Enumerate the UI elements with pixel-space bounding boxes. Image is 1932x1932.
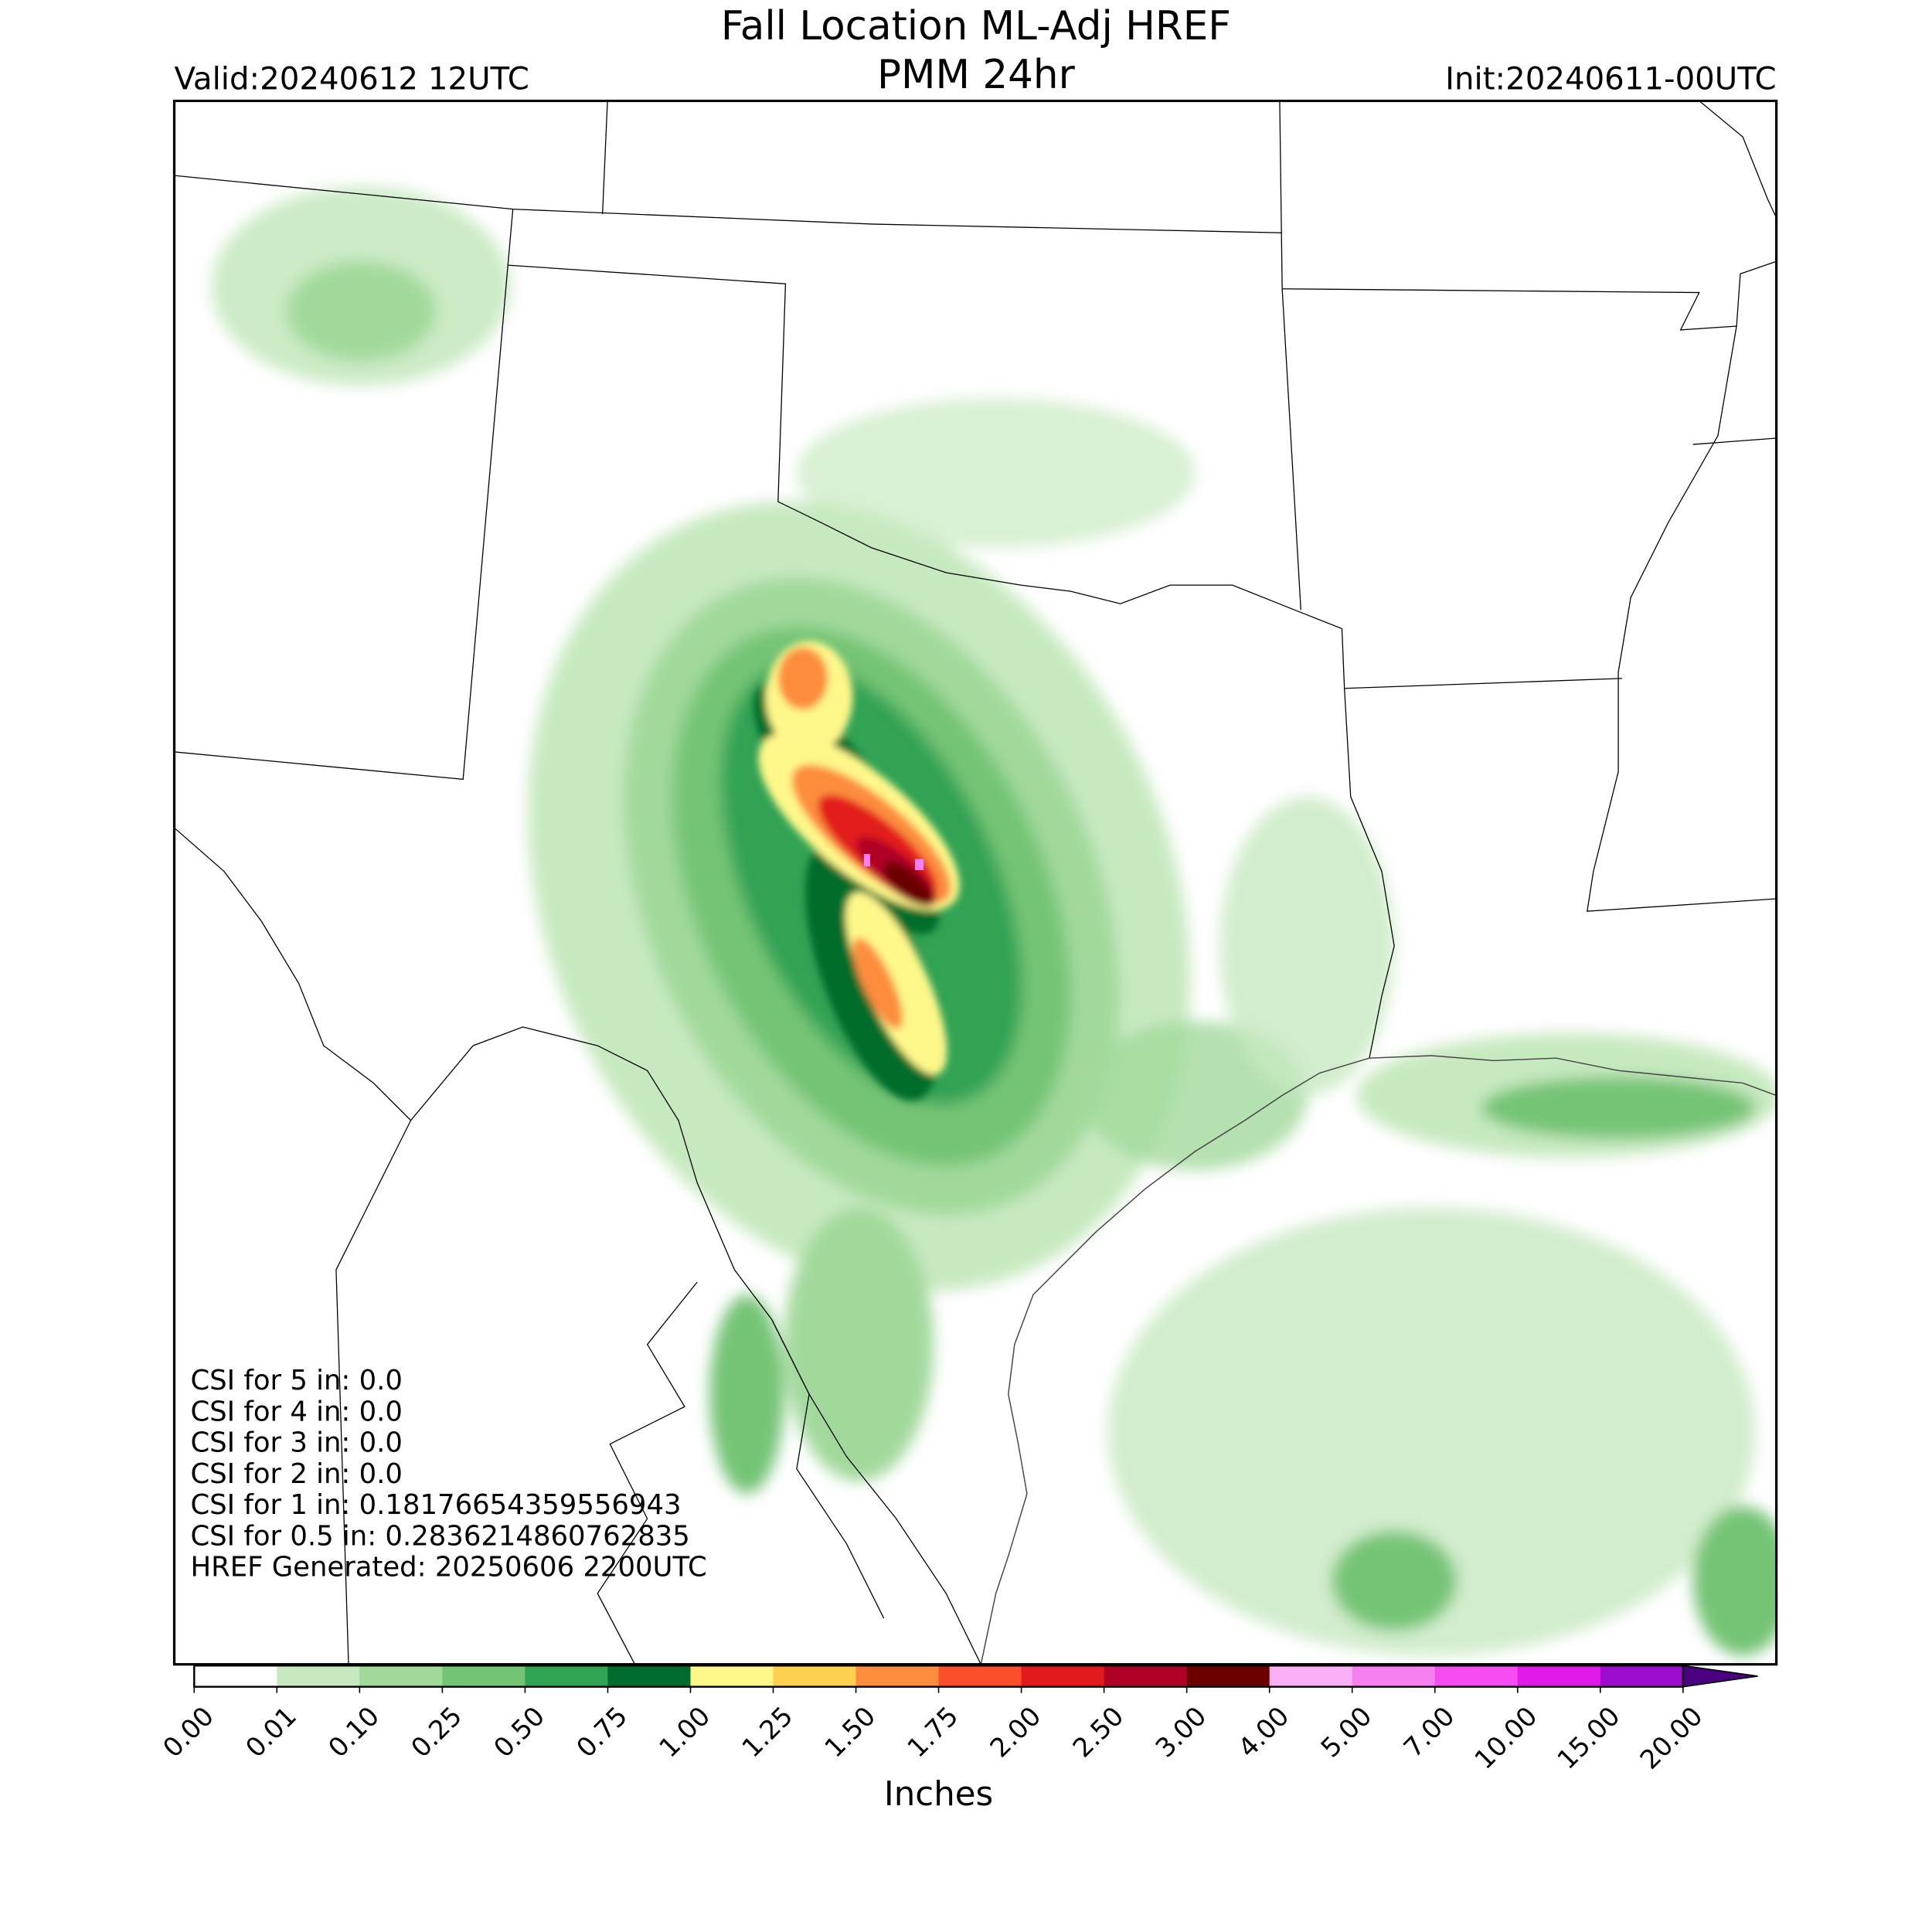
map-frame <box>172 99 1778 1666</box>
colorbar-tick-label: 20.00 <box>1634 1701 1709 1775</box>
colorbar-tick-label: 0.10 <box>322 1701 385 1764</box>
valid-time: Valid:20240612 12UTC <box>175 62 529 97</box>
max-cell <box>914 859 924 870</box>
csi-annotation: CSI for 1 in: 0.18176654359556943 <box>190 1489 681 1521</box>
borders <box>174 100 1777 1665</box>
colorbar-segment <box>1517 1665 1601 1687</box>
colorbar-tick-label: 0.25 <box>405 1701 468 1764</box>
colorbar-tick-label: 5.00 <box>1315 1701 1378 1764</box>
subtitle: PMM 24hr <box>877 52 1076 98</box>
colorbar-tick-label: 7.00 <box>1398 1701 1461 1764</box>
colorbar-segment <box>1186 1665 1270 1687</box>
colorbar-segment <box>690 1665 774 1687</box>
csi-annotation: CSI for 5 in: 0.0 <box>190 1365 403 1396</box>
max-cell <box>863 854 870 867</box>
colorbar-segment <box>1600 1665 1684 1687</box>
colorbar-segment <box>194 1665 278 1687</box>
csi-annotation: CSI for 0.5 in: 0.2836214860762835 <box>190 1520 689 1552</box>
colorbar-segment <box>359 1665 444 1687</box>
colorbar-segment <box>1352 1665 1436 1687</box>
colorbar-label: Inches <box>884 1775 993 1814</box>
colorbar-segment <box>277 1665 361 1687</box>
colorbar-segment <box>442 1665 526 1687</box>
colorbar-tick-label: 1.75 <box>902 1701 964 1764</box>
colorbar-tick-label: 2.00 <box>985 1701 1047 1764</box>
csi-annotation: HREF Generated: 20250606 2200UTC <box>190 1552 706 1583</box>
colorbar: 0.00 0.01 0.10 0.25 0.50 0.75 1.00 1.25 1.50 1.75… <box>157 1665 1758 1775</box>
csi-annotation: CSI for 4 in: 0.0 <box>190 1396 403 1427</box>
colorbar-segment <box>607 1665 692 1687</box>
colorbar-tick-label: 1.50 <box>819 1701 882 1764</box>
colorbar-tick-label: 4.00 <box>1233 1701 1295 1764</box>
map <box>174 100 1777 1665</box>
title: Fall Location ML-Adj HREF <box>721 3 1231 49</box>
colorbar-tick-label: 10.00 <box>1469 1701 1543 1775</box>
colorbar-tick-label: 0.50 <box>488 1701 550 1764</box>
colorbar-segment <box>1434 1665 1519 1687</box>
colorbar-segment <box>1269 1665 1353 1687</box>
colorbar-tick-label: 0.01 <box>240 1701 302 1764</box>
colorbar-segment <box>1104 1665 1188 1687</box>
colorbar-segment <box>773 1665 857 1687</box>
colorbar-tick-label: 15.00 <box>1552 1701 1626 1775</box>
csi-annotation: CSI for 3 in: 0.0 <box>190 1427 403 1459</box>
colorbar-segment <box>1021 1665 1105 1687</box>
colorbar-tick-label: 3.00 <box>1150 1701 1213 1764</box>
colorbar-extend <box>1682 1665 1758 1688</box>
init-time: Init:20240611-00UTC <box>1445 62 1776 97</box>
colorbar-tick-label: 1.00 <box>654 1701 716 1764</box>
colorbar-tick-label: 0.00 <box>157 1701 219 1764</box>
precip-field <box>211 186 1777 1656</box>
colorbar-segment <box>938 1665 1022 1687</box>
colorbar-segment <box>525 1665 609 1687</box>
colorbar-tick-label: 0.75 <box>570 1701 633 1764</box>
colorbar-segment <box>855 1665 940 1687</box>
colorbar-tick-label: 2.50 <box>1067 1701 1130 1764</box>
csi-annotation: CSI for 2 in: 0.0 <box>190 1458 403 1490</box>
colorbar-tick-label: 1.25 <box>736 1701 799 1764</box>
precip-core <box>753 641 960 1101</box>
